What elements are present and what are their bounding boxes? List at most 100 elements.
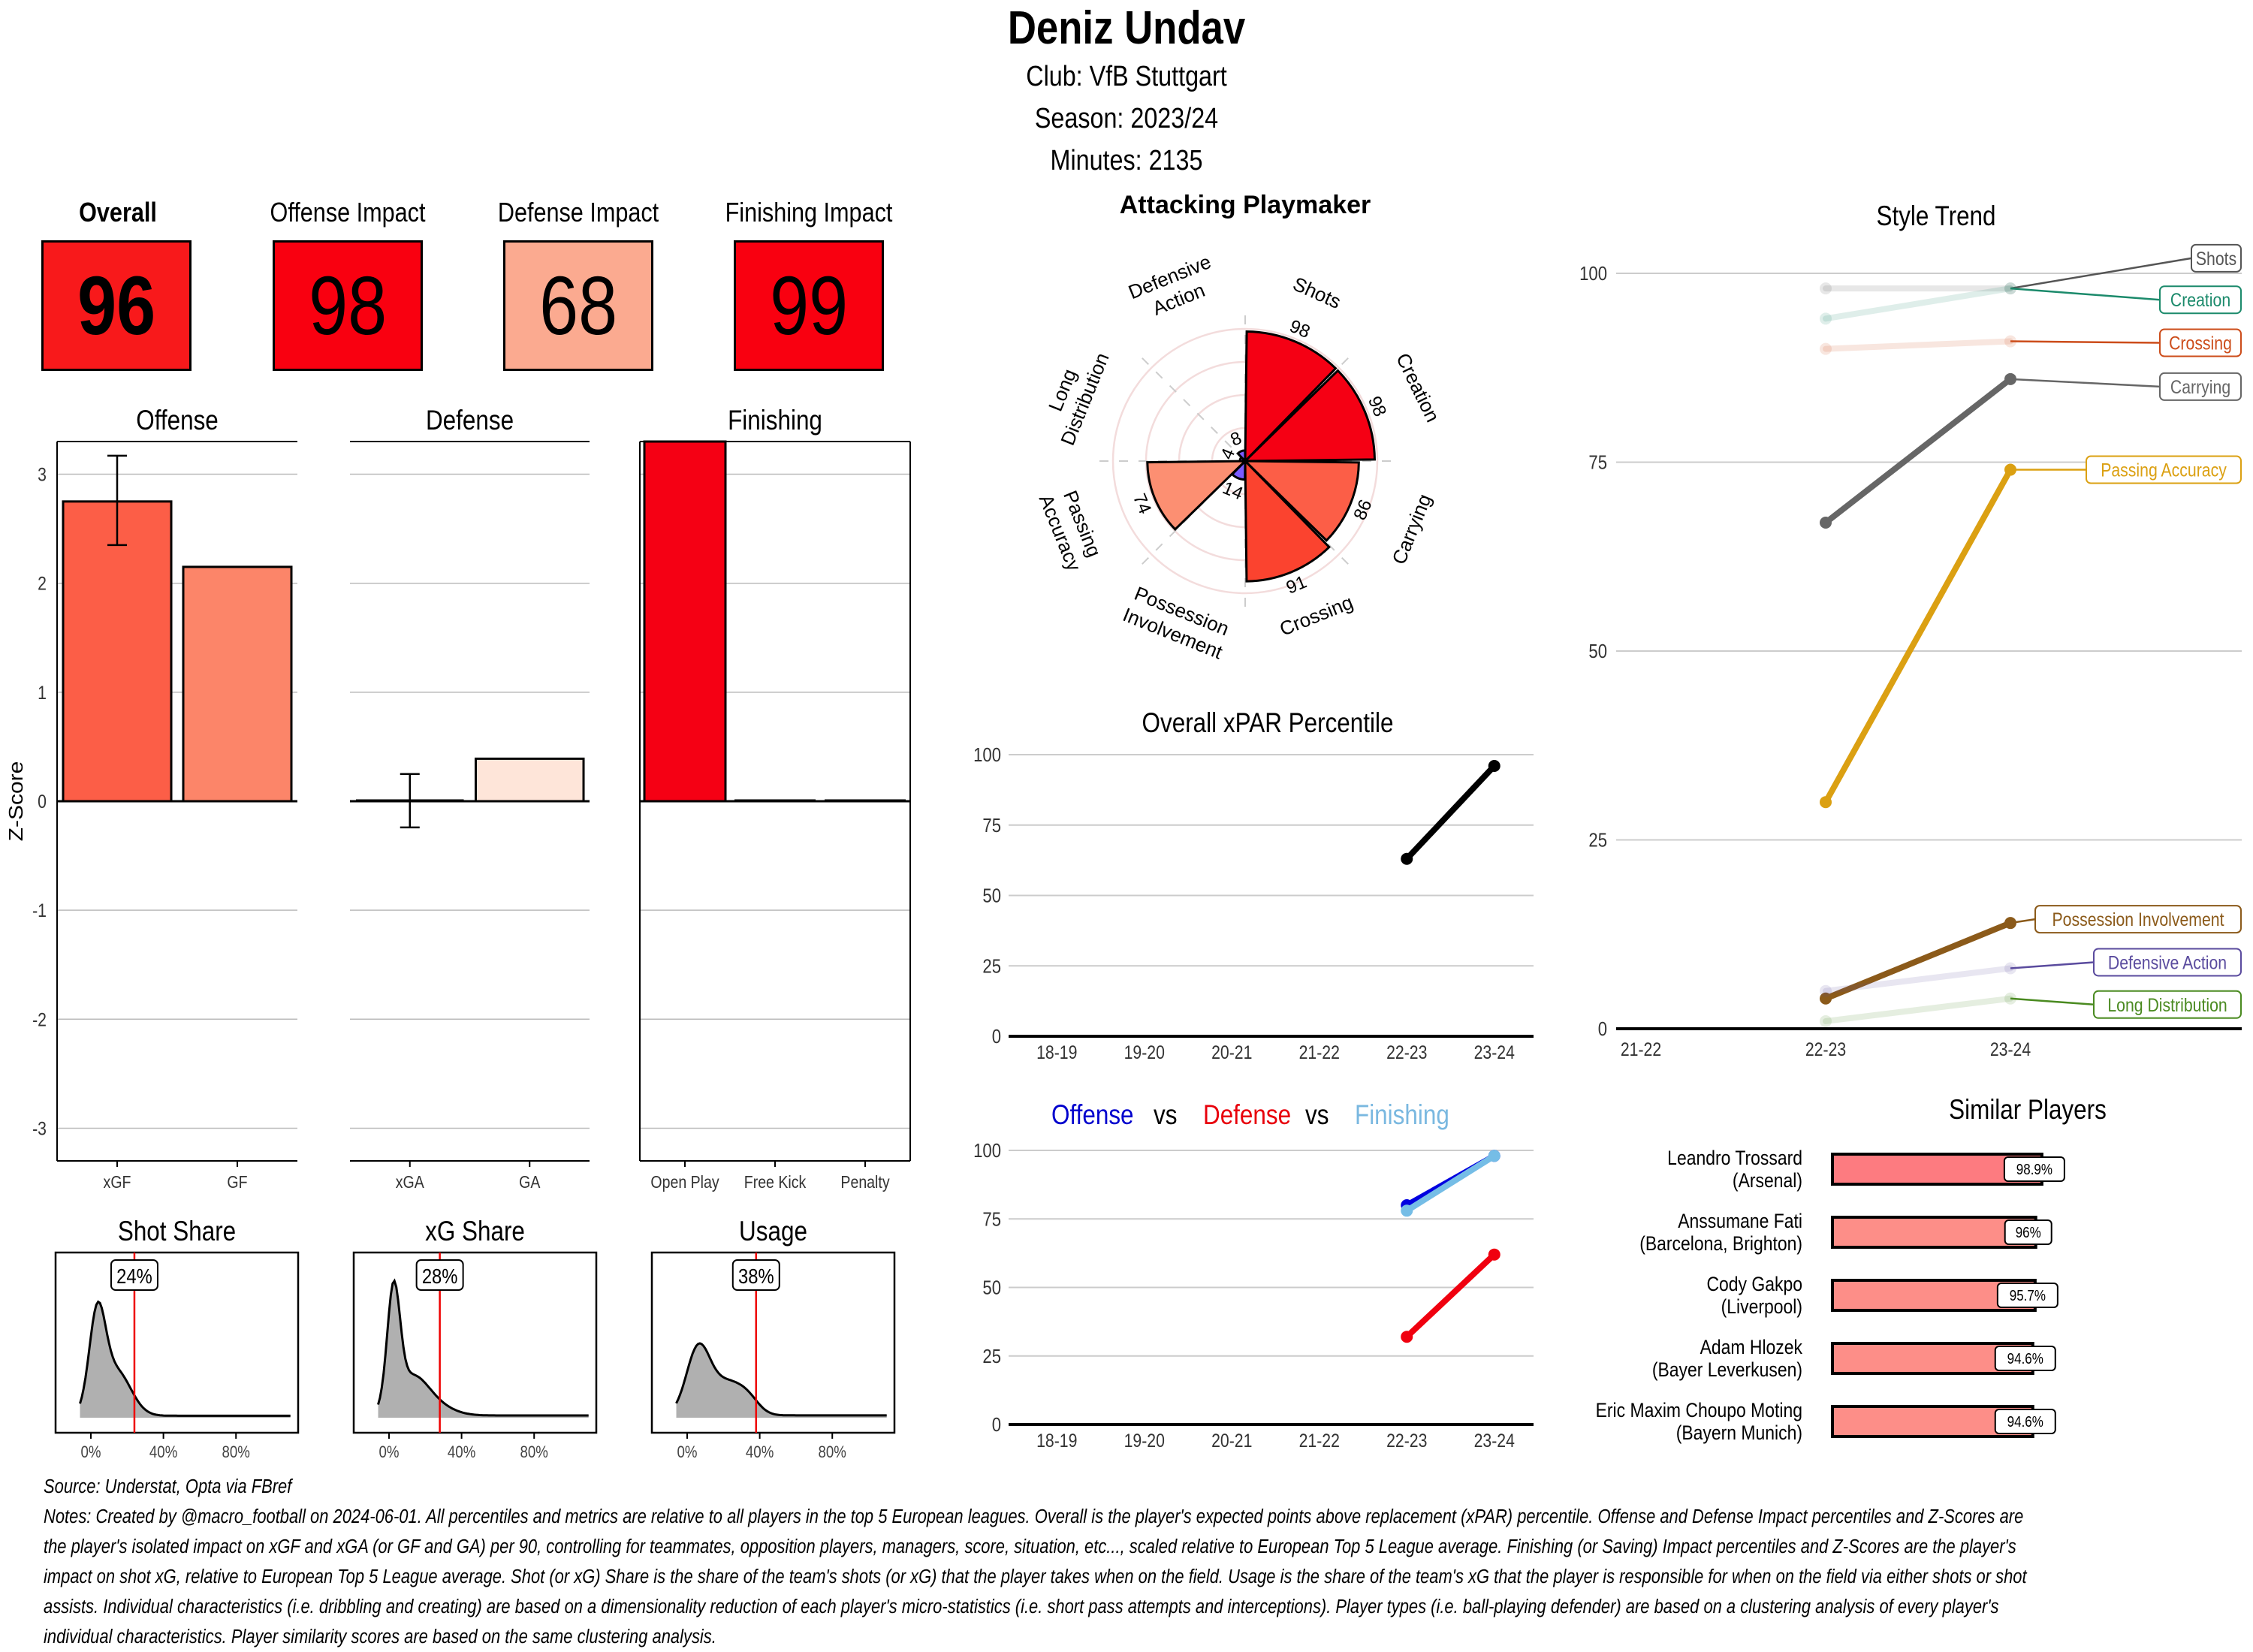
series-label-box <box>2159 328 2242 357</box>
series-point <box>1401 852 1413 865</box>
value-label-box <box>110 1259 158 1291</box>
impact-finishing: Finishing Impact 99 <box>696 197 921 371</box>
value-label: 28% <box>422 1264 458 1288</box>
series-label: Passing Accuracy <box>2101 460 2227 481</box>
bar <box>182 565 293 803</box>
y-tick-label: 0 <box>992 1026 1001 1048</box>
x-tick-label: 23-24 <box>1990 1039 2031 1060</box>
title-part: vs <box>1305 1100 1329 1131</box>
bar <box>643 440 727 803</box>
radar-category-line: Crossing <box>1276 591 1356 641</box>
panel-title-wrap: xG Share <box>425 1216 525 1247</box>
offense-defense-finishing-chart: 100 75 50 25 0 18-19 19-20 20-21 21-22 22-23 23-24… <box>973 1100 1534 1451</box>
y-tick-label-wrap: 50 <box>1588 641 1607 662</box>
series-label-wrap: Creation <box>2170 290 2230 311</box>
notes-line: assists. Individual characteristics (i.e… <box>44 1596 1999 1617</box>
y-axis-label: Z-Score <box>5 761 26 842</box>
radar-bar <box>1236 449 1247 464</box>
radar-category-label: DefensiveAction <box>1125 250 1223 326</box>
panel-title-wrap: Usage <box>739 1216 807 1247</box>
notes-line: individual characteristics. Player simil… <box>44 1626 716 1647</box>
x-tick-label: 22-23 <box>1805 1039 1846 1060</box>
y-tick-label-wrap: 50 <box>982 885 1001 907</box>
series-label-box <box>2159 285 2242 315</box>
panel-title: Usage <box>739 1216 807 1247</box>
series-point <box>1488 1150 1500 1162</box>
player-club: (Arsenal) <box>1733 1169 1802 1192</box>
value-label: 24% <box>116 1264 152 1288</box>
x-tick-label: Open Play <box>650 1173 719 1192</box>
x-tick-label-wrap: Free Kick <box>744 1173 807 1192</box>
y-tick-label: 3 <box>38 464 47 485</box>
x-tick-label-wrap: 40% <box>746 1444 774 1462</box>
x-tick-label: 0% <box>379 1444 399 1462</box>
title-part: Defense <box>1203 1100 1291 1131</box>
y-tick-label: 1 <box>38 682 47 703</box>
label-leader <box>2010 340 2161 344</box>
series-line <box>1823 285 2013 322</box>
radar-bar <box>1146 460 1248 532</box>
series-line-defense <box>1404 1251 1497 1340</box>
similarity-label-box <box>2004 1219 2052 1245</box>
y-tick-label-wrap: 75 <box>982 815 1001 837</box>
impact-value: 96 <box>77 259 155 352</box>
similarity-label-wrap: 96% <box>2016 1224 2041 1241</box>
x-tick-label-wrap: 23-24 <box>1474 1430 1515 1451</box>
x-tick-label: 80% <box>222 1444 250 1462</box>
radar-category-label: Carrying <box>1387 490 1436 567</box>
x-tick-label-wrap: 0% <box>677 1444 697 1462</box>
series-label: Carrying <box>2170 376 2230 397</box>
radar-value-label: 98 <box>1364 393 1390 420</box>
x-tick-label-wrap: 21-22 <box>1299 1042 1340 1063</box>
chart-title: Attacking Playmaker <box>1120 191 1371 219</box>
impact-offense: Offense Impact 98 <box>235 197 460 371</box>
y-tick-label-wrap: -1 <box>32 900 47 921</box>
panel-title-wrap: Offense <box>136 405 219 436</box>
player-name-wrap: Adam Hlozek <box>1700 1336 1803 1358</box>
player-club: (Liverpool) <box>1721 1295 1802 1318</box>
x-tick-label: 18-19 <box>1036 1430 1077 1451</box>
similarity-label-wrap: 98.9% <box>2016 1161 2052 1178</box>
x-tick-label: 0% <box>80 1444 101 1462</box>
similarity-label: 94.6% <box>2007 1413 2043 1430</box>
label-leader <box>2010 961 2095 969</box>
radar-category-line: Carrying <box>1387 490 1436 567</box>
similarity-label-box <box>1996 1283 2058 1308</box>
impact-title: Offense Impact <box>270 197 426 228</box>
series-label-box <box>2191 243 2242 273</box>
series-point <box>1820 984 1832 997</box>
series-label: Crossing <box>2169 333 2232 354</box>
x-tick-label-wrap: Penalty <box>840 1173 889 1192</box>
radar-category-label: Creation <box>1392 349 1444 425</box>
density-area <box>80 1301 291 1418</box>
x-tick-label-wrap: 80% <box>222 1444 250 1462</box>
series-label-box <box>2034 905 2242 934</box>
title-part: Offense <box>1051 1100 1134 1131</box>
x-tick-label: xGA <box>396 1173 425 1192</box>
impact-title: Defense Impact <box>497 197 659 228</box>
x-tick-label: 22-23 <box>1386 1430 1427 1451</box>
x-tick-label: 80% <box>819 1444 846 1462</box>
series-point <box>1820 312 1832 325</box>
source-text: Source: Understat, Opta via FBref <box>44 1476 292 1497</box>
chart-title-wrap: Similar Players <box>1949 1095 2107 1126</box>
radar-value-label: 91 <box>1283 571 1310 598</box>
series-label-wrap: Long Distribution <box>2107 994 2227 1015</box>
y-tick-label: -3 <box>32 1118 47 1139</box>
series-label: Possession Involvement <box>2052 909 2224 930</box>
chart-title-wrap: Style Trend <box>1876 201 1995 232</box>
impact-title: Finishing Impact <box>725 197 893 228</box>
y-axis-label-wrap: Z-Score <box>5 761 26 842</box>
title-part: Finishing <box>1355 1100 1449 1131</box>
series-label: Long Distribution <box>2107 994 2227 1015</box>
x-tick-label-wrap: 40% <box>448 1444 475 1462</box>
player-club-wrap: (Bayer Leverkusen) <box>1652 1358 1802 1381</box>
x-tick-label-wrap: xGA <box>396 1173 425 1192</box>
y-tick-label-wrap: 0 <box>38 791 47 812</box>
player-club-wrap: (Barcelona, Brighton) <box>1639 1232 1802 1255</box>
label-leader <box>2010 257 2192 290</box>
y-tick-label-wrap: -2 <box>32 1009 47 1030</box>
y-tick-label-wrap: 25 <box>982 1346 1001 1367</box>
density-area <box>676 1343 887 1418</box>
